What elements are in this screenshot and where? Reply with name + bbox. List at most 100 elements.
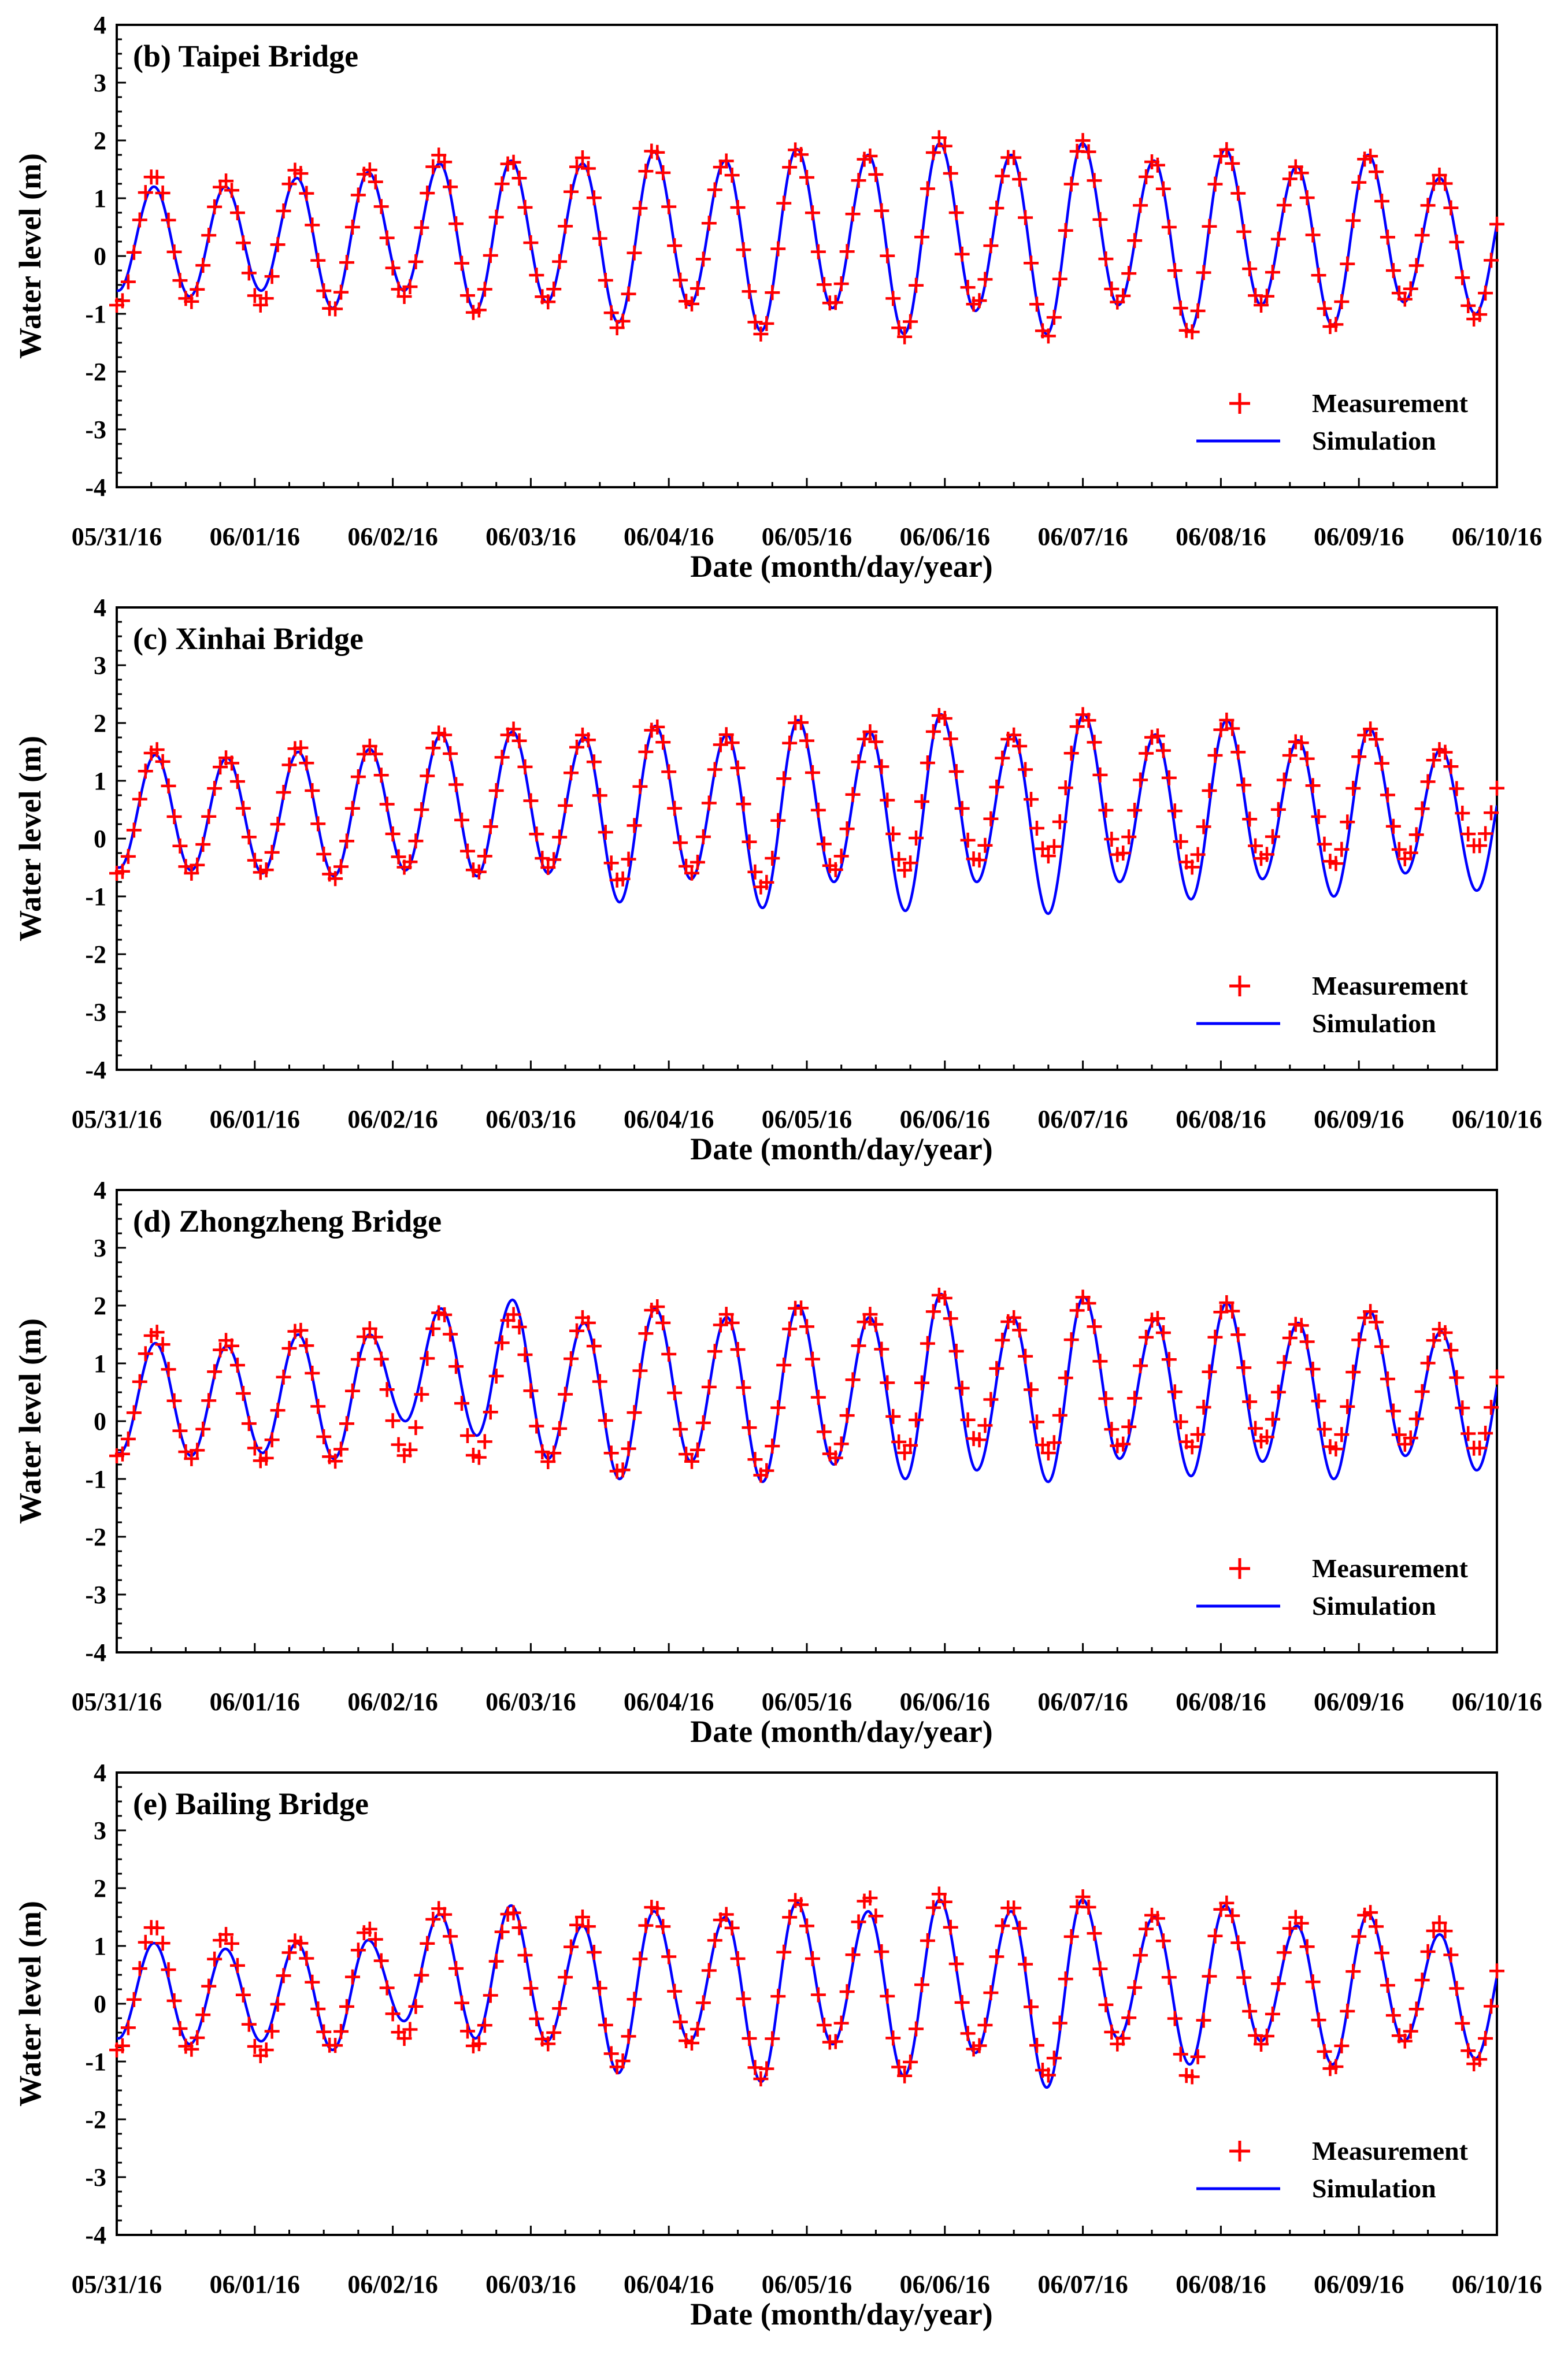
measurement-point: [1173, 301, 1188, 316]
measurement-point: [1345, 1365, 1361, 1380]
measurement-point: [316, 283, 332, 299]
measurement-point: [552, 254, 568, 269]
measurement-point: [1385, 263, 1401, 279]
measurement-point: [862, 149, 878, 164]
measurement-point: [437, 1307, 453, 1322]
x-axis-label: Date (month/day/year): [690, 549, 992, 584]
measurement-point: [1403, 1430, 1418, 1446]
measurement-point: [396, 288, 412, 304]
measurement-point: [207, 199, 223, 214]
measurement-point: [483, 248, 498, 264]
measurement-point: [459, 2023, 475, 2039]
measurement-point: [718, 727, 734, 743]
measurement-point: [1225, 1303, 1240, 1319]
x-tick-label: 06/10/16: [1452, 1105, 1542, 1133]
measurement-point: [420, 1936, 435, 1951]
measurement-point: [1115, 2030, 1131, 2046]
measurement-point: [1478, 286, 1493, 301]
measurement-point: [126, 822, 142, 838]
measurement-point: [161, 212, 176, 228]
x-tick-label: 06/01/16: [210, 522, 300, 551]
measurement-point: [1276, 772, 1292, 788]
measurement-point: [201, 1393, 217, 1408]
measurement-point: [172, 273, 188, 288]
measurement-point: [1207, 176, 1223, 192]
measurement-point: [494, 750, 510, 765]
measurement-point: [1270, 1976, 1286, 1992]
measurement-point: [1190, 303, 1206, 318]
x-tick-label: 06/02/16: [347, 1105, 438, 1133]
measurement-point: [874, 1944, 889, 1960]
measurement-point: [1334, 294, 1350, 310]
measurement-point: [1414, 227, 1430, 243]
x-tick-label: 06/03/16: [485, 1105, 576, 1133]
measurement-point: [448, 1960, 464, 1976]
measurement-point: [1230, 744, 1246, 760]
measurement-point: [333, 1441, 349, 1457]
measurement-point: [120, 848, 136, 864]
measurement-point: [805, 1951, 820, 1967]
measurement-point: [880, 792, 895, 808]
measurement-point: [373, 199, 389, 214]
measurement-point: [1403, 281, 1418, 296]
measurement-point: [120, 2020, 136, 2036]
measurement-point: [1455, 2015, 1470, 2031]
measurement-point: [1305, 227, 1321, 243]
x-tick-label: 06/10/16: [1452, 522, 1542, 551]
measurement-point: [391, 849, 406, 865]
measurement-point: [724, 1920, 740, 1936]
measurement-point: [1328, 2059, 1344, 2074]
measurement-point: [138, 1934, 153, 1950]
measurement-point: [264, 2023, 280, 2039]
measurement-point: [344, 1969, 360, 1985]
measurement-point: [799, 733, 814, 748]
measurement-point: [339, 1999, 354, 2014]
measurement-point: [615, 2053, 631, 2068]
measurement-point: [1443, 200, 1459, 216]
measurement-point: [862, 1890, 878, 1906]
measurement-point: [782, 160, 798, 175]
measurement-point: [1167, 2011, 1183, 2026]
measurement-point: [190, 857, 205, 873]
measurement-point: [1305, 1974, 1321, 1990]
y-tick-label: 1: [94, 767, 106, 795]
measurement-point: [661, 764, 677, 780]
measurement-point: [995, 168, 1010, 184]
measurement-point: [839, 244, 855, 259]
measurement-point: [868, 734, 884, 750]
measurement-point: [1385, 818, 1401, 834]
measurement-point: [1484, 253, 1499, 268]
measurement-point: [943, 1919, 958, 1935]
measurement-point: [425, 740, 441, 756]
measurement-point: [592, 1374, 607, 1389]
measurement-point: [1270, 231, 1286, 247]
chart-panel-3: 4 3 2 1 0 -1 -2 -3 -4 05/31/16 06/01/16 06/02/16 06/…: [13, 1176, 1542, 1749]
measurement-point: [1087, 173, 1102, 188]
measurement-point: [471, 2036, 487, 2052]
measurement-point: [948, 1956, 964, 1972]
x-tick-label: 06/04/16: [624, 2270, 714, 2298]
measurement-point: [540, 859, 556, 875]
measurement-point: [1276, 1355, 1292, 1370]
measurement-point: [909, 2021, 924, 2037]
measurement-point: [1190, 2049, 1206, 2064]
measurement-point: [511, 170, 527, 186]
measurement-point: [1484, 805, 1499, 821]
x-tick-label: 06/03/16: [485, 2270, 576, 2298]
measurement-point: [794, 715, 809, 731]
measurement-point: [897, 2068, 913, 2083]
measurement-point: [776, 771, 792, 787]
measurement-point: [638, 1918, 654, 1933]
measurement-point: [695, 829, 711, 844]
measurement-point: [1363, 1304, 1378, 1319]
measurement-point: [736, 242, 751, 258]
measurement-point: [1408, 258, 1424, 273]
measurement-point: [1150, 1911, 1165, 1926]
legend: Measurement Simulation: [1196, 1554, 1469, 1621]
measurement-point: [195, 1421, 211, 1437]
measurement-point: [1385, 2008, 1401, 2023]
y-tick-label: -1: [85, 300, 106, 328]
measurement-point: [310, 1399, 326, 1414]
measurement-point: [305, 1974, 320, 1990]
measurement-point: [350, 1352, 366, 1367]
